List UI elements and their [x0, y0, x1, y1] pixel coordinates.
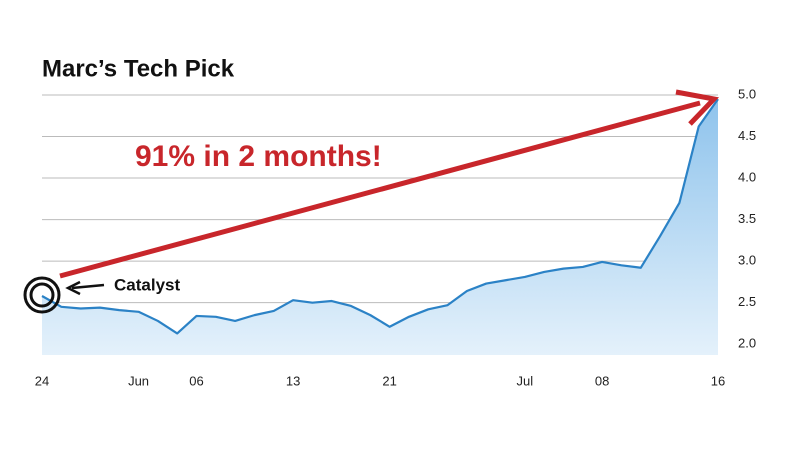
line [41, 98, 719, 335]
y-tick-label: 4.5 [738, 128, 756, 143]
x-tick-label: Jul [517, 373, 534, 388]
chart-title: Marc’s Tech Pick [42, 55, 235, 82]
catalyst-arrow-head [65, 280, 81, 296]
x-tick-label: 13 [286, 373, 300, 388]
callout: Catalyst [114, 275, 180, 294]
y-tick-label: 2.0 [738, 336, 756, 351]
trend-arrow [59, 100, 701, 279]
x-tick-label: 24 [35, 373, 49, 388]
area [42, 99, 718, 355]
y-tick-label: 5.0 [738, 86, 756, 101]
y-tick-label: 4.0 [738, 169, 756, 184]
trend-arrow-head [675, 89, 720, 126]
x-tick-label: 06 [189, 373, 203, 388]
catalyst-arrow [71, 283, 105, 290]
catalyst-ring [29, 282, 55, 308]
x-tick-label: 16 [711, 373, 725, 388]
y-tick-label: 3.5 [738, 211, 756, 226]
x-tick-label: 08 [595, 373, 609, 388]
catalyst-ring [23, 276, 61, 314]
x-tick-label: Jun [128, 373, 149, 388]
headline: 91% in 2 months! [135, 140, 382, 173]
x-tick-label: 21 [382, 373, 396, 388]
y-tick-label: 3.0 [738, 253, 756, 268]
y-tick-label: 2.5 [738, 294, 756, 309]
